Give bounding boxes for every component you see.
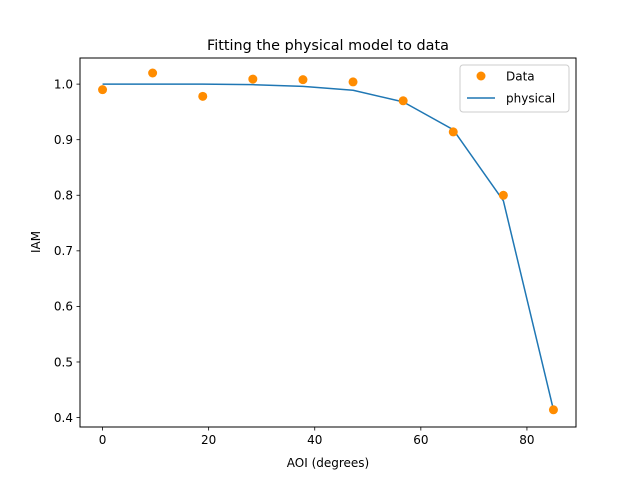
data-point xyxy=(98,85,108,95)
y-tick-label: 0.9 xyxy=(54,133,73,147)
data-point xyxy=(198,91,208,101)
y-tick-label: 1.0 xyxy=(54,77,73,91)
y-axis-label: IAM xyxy=(29,231,43,253)
data-point xyxy=(348,77,358,87)
x-tick-label: 40 xyxy=(307,433,322,447)
plot-lines xyxy=(102,83,555,410)
legend-label-data: Data xyxy=(506,70,535,84)
legend-marker-data xyxy=(476,71,486,81)
plot-frame xyxy=(79,57,577,428)
x-axis-label: AOI (degrees) xyxy=(287,456,369,470)
data-point xyxy=(498,190,508,200)
x-tick-label: 0 xyxy=(99,433,107,447)
data-point xyxy=(398,96,408,106)
plot-points xyxy=(98,68,558,415)
data-point xyxy=(248,74,258,84)
data-point xyxy=(298,75,308,85)
x-tick-label: 60 xyxy=(413,433,428,447)
legend-box xyxy=(459,64,570,113)
y-tick-label: 0.6 xyxy=(54,300,73,314)
y-axis-ticks: 0.4 0.5 0.6 0.7 0.8 0.9 1.0 xyxy=(54,77,80,425)
legend: Data physical xyxy=(459,64,570,113)
x-axis-ticks: 0 20 40 60 80 xyxy=(99,427,535,447)
y-tick-label: 0.7 xyxy=(54,244,73,258)
physical-model-line xyxy=(102,83,555,410)
x-tick-label: 80 xyxy=(519,433,534,447)
data-point xyxy=(548,405,558,415)
x-tick-label: 20 xyxy=(201,433,216,447)
y-tick-label: 0.4 xyxy=(54,411,73,425)
y-tick-label: 0.8 xyxy=(54,189,73,203)
legend-label-physical: physical xyxy=(506,92,555,106)
data-point xyxy=(448,127,458,137)
chart-title: Fitting the physical model to data xyxy=(207,38,449,54)
y-tick-label: 0.5 xyxy=(54,355,73,369)
data-point xyxy=(148,68,158,78)
